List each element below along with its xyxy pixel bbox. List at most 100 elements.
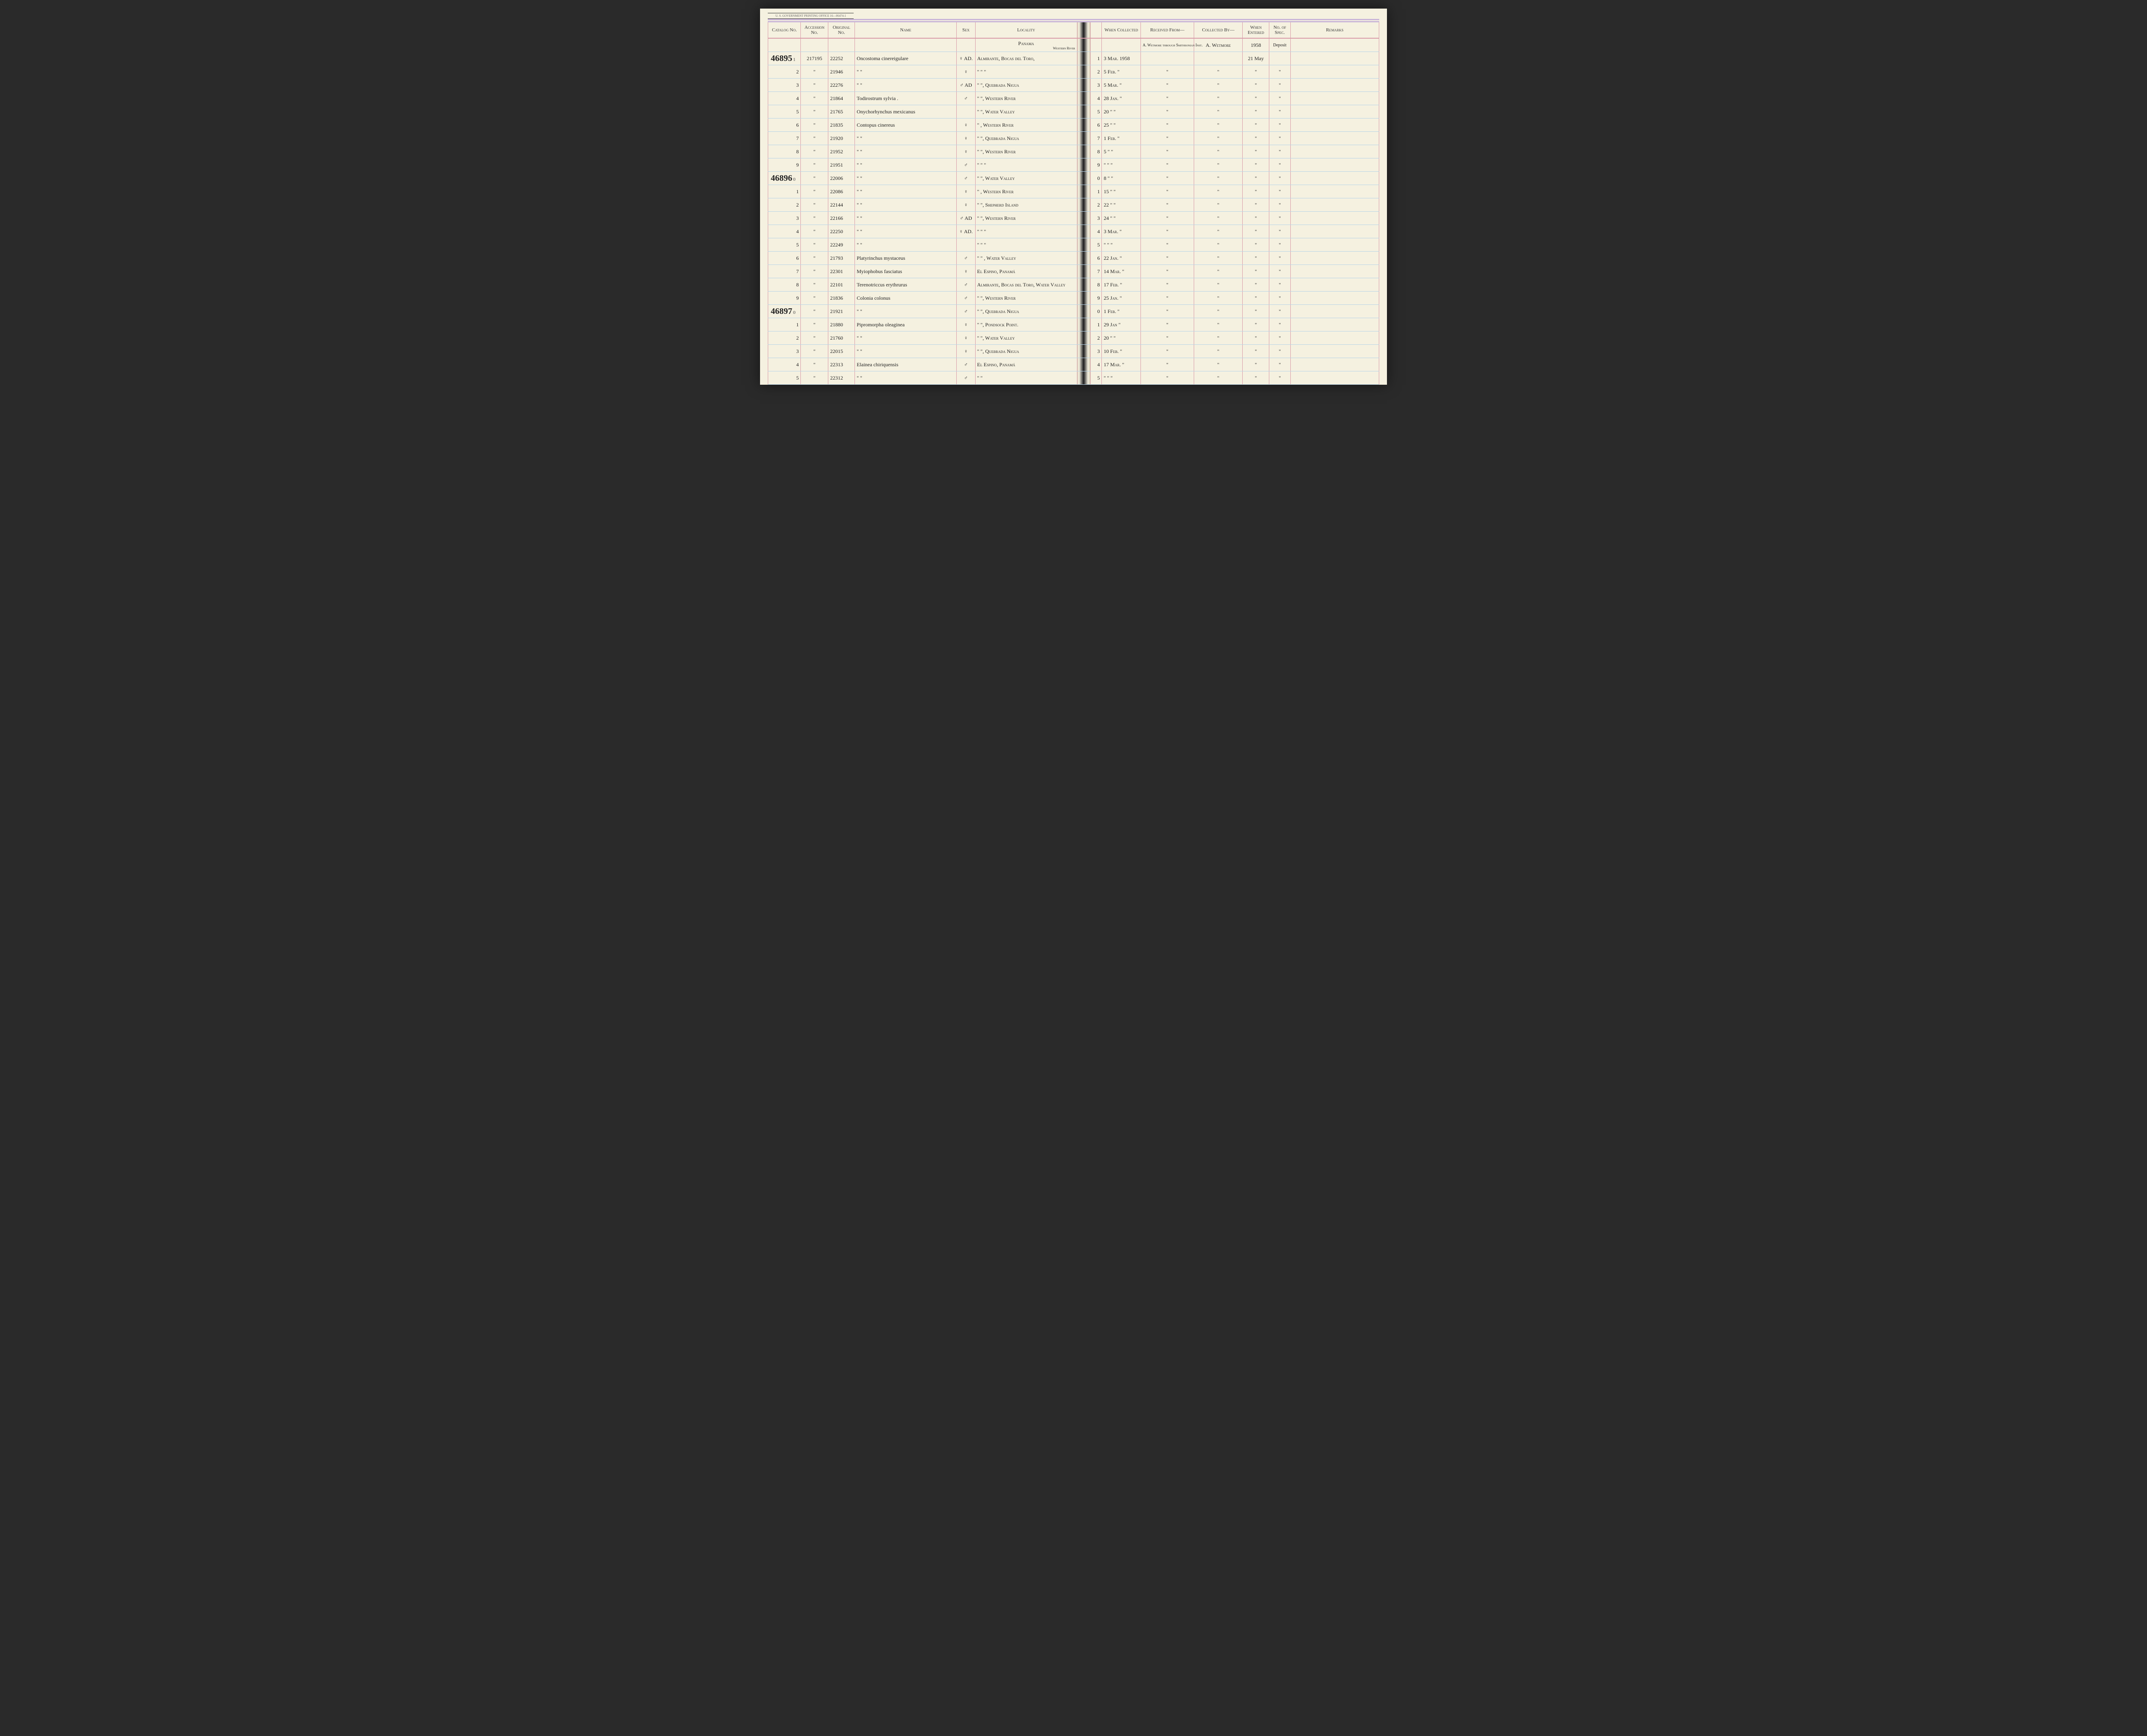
ledger-row: 468960"22006" "♂" ", Water Valley08 " ""…	[768, 172, 1379, 185]
no-spec-cell: "	[1269, 331, 1290, 345]
subrow-right: 4	[1090, 92, 1102, 105]
remarks-cell	[1290, 371, 1379, 385]
sex-cell: ♂	[957, 252, 975, 265]
book-spine	[1077, 65, 1090, 79]
original-cell: 22166	[828, 212, 855, 225]
subrow-right: 2	[1090, 331, 1102, 345]
when-collected-cell: 5 " "	[1102, 145, 1141, 158]
remarks-cell	[1290, 212, 1379, 225]
collected-by-cell: "	[1194, 278, 1242, 292]
catalog-cell: 9	[768, 292, 801, 305]
collected-by-cell	[1194, 52, 1242, 65]
sex-cell: ♂	[957, 371, 975, 385]
book-spine	[1077, 92, 1090, 105]
locality-cell: " " "	[975, 158, 1077, 172]
sex-cell: ♀	[957, 331, 975, 345]
hdr-catalog: Catalog No.	[768, 22, 801, 38]
accession-cell: "	[801, 132, 828, 145]
ledger-row: 46895121719522252Oncostoma cinereigulare…	[768, 52, 1379, 65]
when-entered-cell: "	[1243, 119, 1269, 132]
locality-cell: " ", Quebrada Nigua	[975, 305, 1077, 318]
accession-cell: 217195	[801, 52, 828, 65]
accession-cell: "	[801, 278, 828, 292]
book-spine	[1077, 305, 1090, 318]
received-from-cell: "	[1141, 371, 1194, 385]
catalog-cell: 1	[768, 318, 801, 331]
book-spine	[1077, 252, 1090, 265]
locality-cell: " , Western River	[975, 119, 1077, 132]
original-cell: 22249	[828, 238, 855, 252]
subrow-right: 3	[1090, 79, 1102, 92]
subrow-right: 2	[1090, 65, 1102, 79]
when-entered-cell: "	[1243, 238, 1269, 252]
original-cell: 22312	[828, 371, 855, 385]
accession-cell: "	[801, 345, 828, 358]
sex-cell: ♂	[957, 158, 975, 172]
sex-cell: ♂	[957, 92, 975, 105]
locality-cell: " " "	[975, 225, 1077, 238]
locality-cell: " ", Water Valley	[975, 172, 1077, 185]
hdr-original: Original No.	[828, 22, 855, 38]
remarks-cell	[1290, 185, 1379, 198]
ledger-row: 2"22144" "♀" ", Shepherd Island222 " """…	[768, 198, 1379, 212]
name-cell: " "	[855, 305, 957, 318]
when-collected-cell: 14 Mar. "	[1102, 265, 1141, 278]
received-from-cell: "	[1141, 79, 1194, 92]
accession-cell: "	[801, 305, 828, 318]
original-cell: 22252	[828, 52, 855, 65]
catalog-cell: 468960	[768, 172, 801, 185]
received-from-cell: "	[1141, 119, 1194, 132]
when-entered-cell: 21 May	[1243, 52, 1269, 65]
hdr-entered: When Entered	[1243, 22, 1269, 38]
catalog-cell: 5	[768, 238, 801, 252]
remarks-cell	[1290, 358, 1379, 371]
when-collected-cell: 24 " "	[1102, 212, 1141, 225]
locality-cell: " , Western River	[975, 185, 1077, 198]
catalog-cell: 2	[768, 331, 801, 345]
no-spec-cell: "	[1269, 305, 1290, 318]
sex-cell: ♂	[957, 358, 975, 371]
received-from-cell: "	[1141, 292, 1194, 305]
locality-header-note: Panama Western River	[975, 38, 1077, 52]
when-collected-cell: 17 Feb. "	[1102, 278, 1141, 292]
original-cell: 22250	[828, 225, 855, 238]
received-from-cell: "	[1141, 172, 1194, 185]
name-cell: " "	[855, 331, 957, 345]
when-entered-cell: "	[1243, 132, 1269, 145]
received-from-cell: "	[1141, 92, 1194, 105]
subrow-right: 6	[1090, 252, 1102, 265]
hdr-nospec: No. of Spec.	[1269, 22, 1290, 38]
when-entered-cell: "	[1243, 92, 1269, 105]
when-entered-cell: "	[1243, 305, 1269, 318]
locality-cell: " ", Western River	[975, 292, 1077, 305]
when-entered-cell: "	[1243, 252, 1269, 265]
no-spec-cell: "	[1269, 238, 1290, 252]
when-collected-cell: 5 Feb. "	[1102, 65, 1141, 79]
accession-cell: "	[801, 119, 828, 132]
accession-cell: "	[801, 158, 828, 172]
ledger-spread: U. S. GOVERNMENT PRINTING OFFICE 16—0647…	[760, 9, 1387, 385]
subrow-right: 8	[1090, 278, 1102, 292]
remarks-cell	[1290, 345, 1379, 358]
collected-by-cell: "	[1194, 105, 1242, 119]
catalog-cell: 2	[768, 198, 801, 212]
when-collected-cell: " " "	[1102, 238, 1141, 252]
hdr-sex: Sex	[957, 22, 975, 38]
subrow-right: 7	[1090, 265, 1102, 278]
when-entered-cell: "	[1243, 65, 1269, 79]
when-collected-cell: 20 " "	[1102, 331, 1141, 345]
locality-cell: Almirante, Bocas del Toro,	[975, 52, 1077, 65]
remarks-cell	[1290, 278, 1379, 292]
entered-year: 1958	[1243, 38, 1269, 52]
accession-cell: "	[801, 225, 828, 238]
book-spine	[1077, 105, 1090, 119]
catalog-cell: 8	[768, 278, 801, 292]
accession-cell: "	[801, 212, 828, 225]
subrow-right: 7	[1090, 132, 1102, 145]
no-spec-cell: "	[1269, 132, 1290, 145]
no-spec-cell: "	[1269, 371, 1290, 385]
received-from-cell: "	[1141, 358, 1194, 371]
accession-cell: "	[801, 358, 828, 371]
no-spec-cell: "	[1269, 278, 1290, 292]
name-cell: Terenotriccus erythrurus	[855, 278, 957, 292]
